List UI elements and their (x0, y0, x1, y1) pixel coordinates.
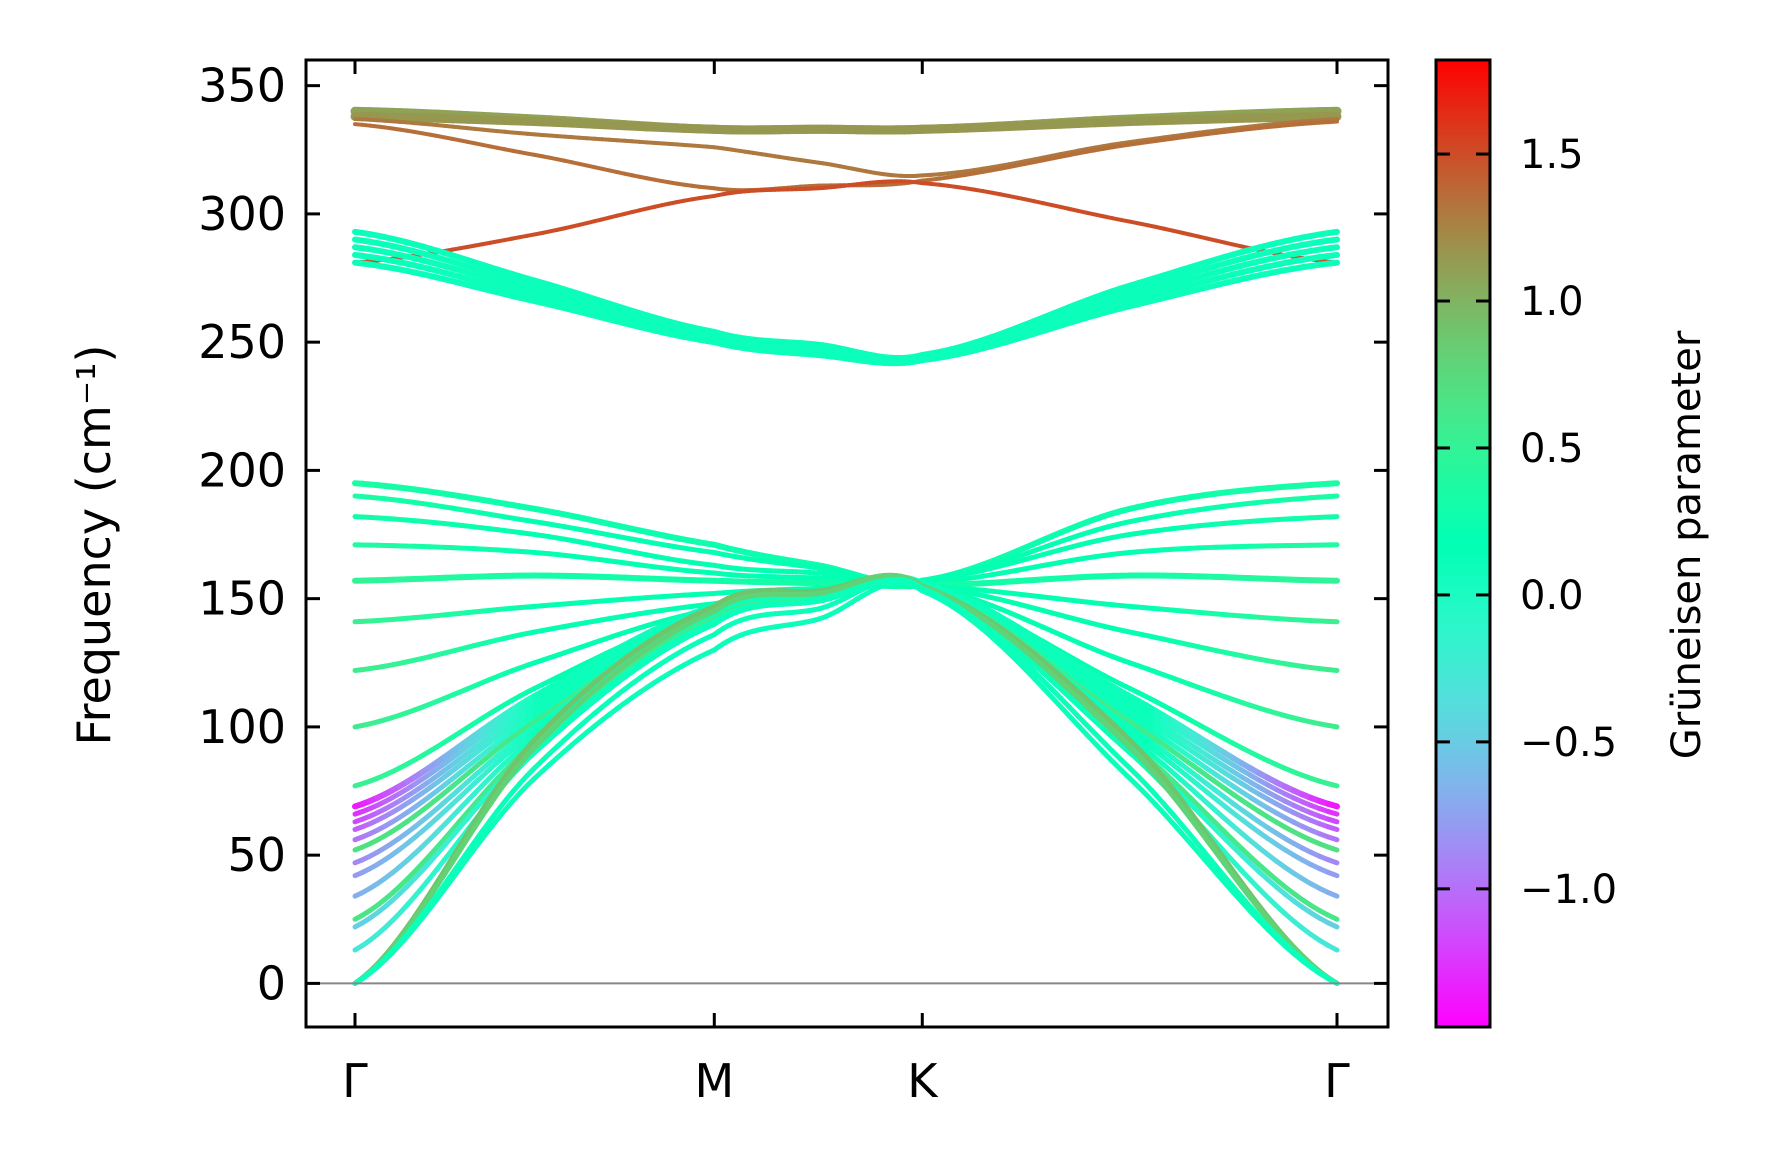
band-9 (352, 228, 1340, 362)
band-segment (1325, 667, 1340, 673)
band-segment (1326, 119, 1339, 125)
band-segment (1325, 781, 1340, 789)
band-segment (1325, 816, 1340, 825)
band-segment (1325, 493, 1340, 500)
band-1 (350, 111, 1342, 135)
band-segment (1325, 236, 1340, 244)
band-10 (352, 480, 1340, 587)
band-segment (1325, 857, 1340, 866)
band-segment (1326, 116, 1339, 122)
band-segment (1325, 943, 1340, 953)
band-segment (1325, 844, 1340, 853)
band-segment (1325, 834, 1340, 843)
band-segment (1325, 824, 1340, 832)
band-segment (1325, 912, 1340, 922)
band-segment (1325, 251, 1340, 259)
band-segment (1325, 800, 1340, 810)
band-segment (1325, 480, 1340, 487)
band-segment (1325, 920, 1340, 930)
band-segment (1325, 809, 1340, 817)
band-7 (352, 244, 1340, 364)
phonon-bands (350, 106, 1342, 986)
band-segment (1325, 244, 1340, 252)
band-4 (353, 179, 1339, 265)
band-segment (1325, 890, 1340, 899)
band-segment (1325, 228, 1340, 237)
band-13 (352, 542, 1340, 588)
band-34 (352, 580, 1340, 986)
band-segment (1325, 722, 1340, 730)
band-segment (1325, 869, 1340, 879)
band-8 (352, 236, 1340, 363)
band-2 (353, 116, 1339, 179)
band-segment (1325, 259, 1340, 267)
